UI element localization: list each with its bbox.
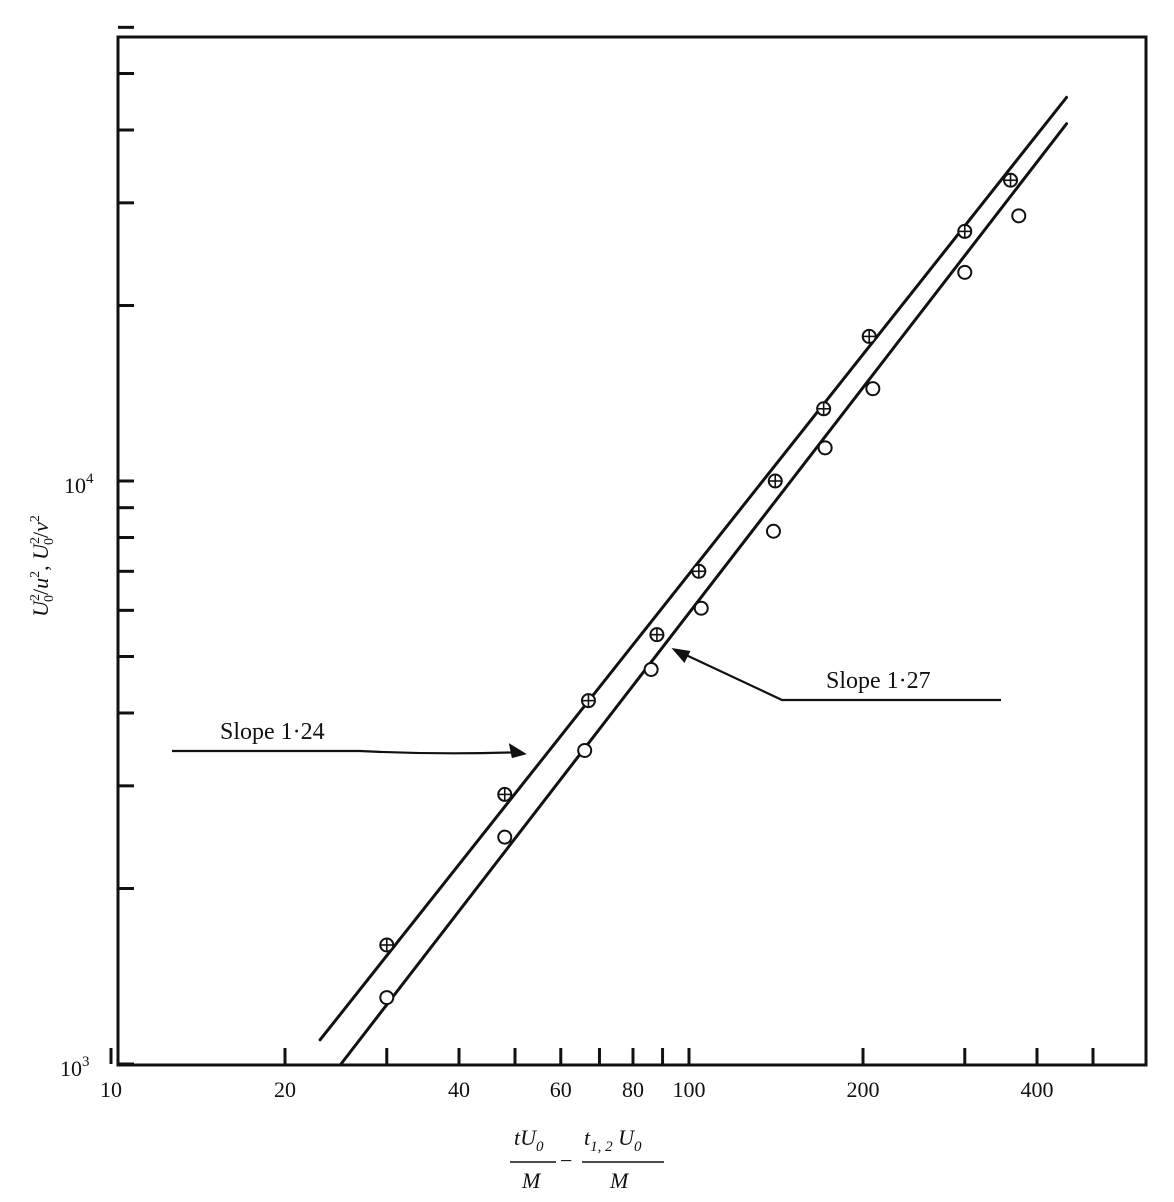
marker-circle [577, 742, 593, 758]
x-tick-label: 60 [550, 1077, 572, 1102]
x-axis-ticks: 10 20 40 60 80 100 200 400 [100, 1048, 1095, 1102]
y-tick-label-high: 104 [64, 471, 94, 498]
marker-circle [643, 661, 659, 677]
data-markers [379, 172, 1027, 1006]
marker-circle-plus [861, 328, 877, 344]
marker-circle [765, 523, 781, 539]
svg-text:U20/u2, U20/v2: U20/u2, U20/v2 [28, 515, 57, 617]
marker-circle [817, 440, 833, 456]
x-tick-label: 80 [622, 1077, 644, 1102]
slope-label-lower: Slope 1·27 [826, 668, 931, 694]
annotations: Slope 1·24 Slope 1·27 [172, 648, 1001, 759]
slope-label-upper: Slope 1·24 [220, 719, 325, 745]
y-axis-ticks [118, 25, 134, 1066]
slope-arrow-lower-shaft [677, 650, 1001, 702]
marker-circle-plus [816, 401, 832, 417]
plot-frame [116, 35, 1148, 1067]
x-tick-label: 400 [1020, 1077, 1053, 1102]
svg-text:M: M [521, 1168, 542, 1193]
marker-circle-plus [580, 693, 596, 709]
marker-circle-plus [1003, 172, 1019, 188]
x-tick-label: 20 [274, 1077, 296, 1102]
marker-circle [693, 600, 709, 616]
marker-circle [497, 829, 513, 845]
marker-circle-plus [691, 563, 707, 579]
marker-circle-plus [957, 223, 973, 239]
svg-text:−: − [560, 1148, 572, 1173]
marker-circle [1011, 208, 1027, 224]
svg-text:t1, 2 U0: t1, 2 U0 [584, 1125, 642, 1155]
marker-circle-plus [649, 627, 665, 643]
marker-circle-plus [379, 937, 395, 953]
slope-arrow-upper-head [508, 743, 527, 759]
marker-circle [865, 381, 881, 397]
svg-text:M: M [609, 1168, 630, 1193]
marker-circle [957, 264, 973, 280]
x-tick-label: 100 [673, 1077, 706, 1102]
x-axis-label: tU0 M − t1, 2 U0 M [510, 1125, 664, 1193]
marker-circle [379, 990, 395, 1006]
x-tick-label: 10 [100, 1077, 122, 1102]
y-tick-label-low: 103 [60, 1054, 90, 1081]
slope-arrow-lower-head [671, 648, 691, 664]
marker-circle-plus [767, 473, 783, 489]
x-tick-label: 40 [448, 1077, 470, 1102]
x-tick-label: 200 [846, 1077, 879, 1102]
svg-text:tU0: tU0 [514, 1125, 544, 1155]
fit-lines [318, 95, 1069, 1066]
slope-arrow-upper-shaft [172, 749, 521, 755]
fit-line-series-2 [339, 122, 1069, 1066]
marker-circle-plus [497, 786, 513, 802]
y-axis-label: U20/u2, U20/v2 [28, 515, 57, 617]
